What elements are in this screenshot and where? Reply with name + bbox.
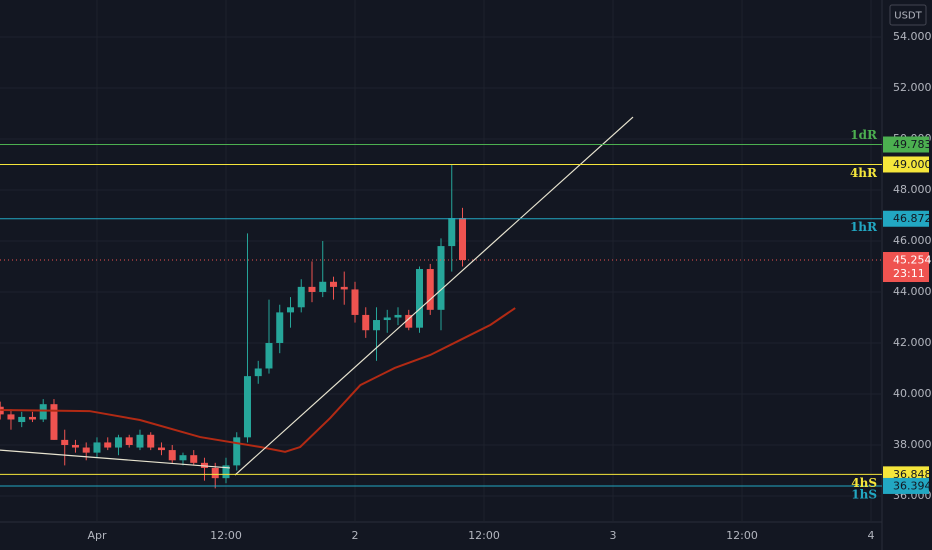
candle-body	[340, 286, 348, 290]
candle-body	[136, 434, 144, 448]
level-price-box	[883, 136, 929, 153]
level-label: 1dR	[850, 128, 878, 142]
candle-body	[329, 281, 337, 287]
x-tick-label: 12:00	[726, 529, 758, 542]
level-price-box	[883, 156, 929, 173]
currency: USDT	[894, 11, 922, 22]
candle-body	[157, 447, 165, 451]
trendline	[234, 116, 634, 476]
level-label: 1hR	[850, 220, 878, 234]
candle-body	[426, 269, 434, 310]
candle-body	[383, 317, 391, 321]
candle-body	[147, 434, 155, 448]
y-tick-label: 52.000	[893, 81, 932, 94]
x-tick-label: 4	[868, 529, 875, 542]
x-tick-label: Apr	[87, 529, 107, 542]
candle-body	[168, 450, 176, 461]
overlay	[0, 116, 882, 487]
candle-body	[104, 442, 112, 448]
x-tick-label: 12:00	[468, 529, 500, 542]
candle-body	[254, 368, 262, 377]
candle-body	[222, 465, 230, 479]
level-label: 1hS	[851, 487, 877, 501]
candle-body	[18, 416, 26, 423]
last-price-box	[883, 252, 929, 283]
level-price-label: 36.848	[893, 468, 932, 481]
candle-body	[190, 455, 198, 463]
candle-body	[319, 281, 327, 292]
y-tick-label: 40.000	[893, 387, 932, 400]
candle-body	[93, 442, 101, 453]
candle-body	[276, 312, 284, 343]
candle-body	[415, 269, 423, 328]
y-tick-label: 42.000	[893, 336, 932, 349]
candle-body	[233, 437, 241, 466]
countdown-label: 23:11	[893, 267, 925, 280]
moving-average	[0, 307, 516, 453]
x-tick-label: 2	[351, 529, 358, 542]
candle-body	[362, 314, 370, 331]
candle-body	[437, 246, 445, 310]
candle-body	[243, 376, 251, 438]
level-price-box	[883, 210, 929, 227]
candle-body	[448, 218, 456, 247]
level-label: 4hS	[851, 476, 877, 490]
level-price-label: 46.872	[893, 212, 932, 225]
candle-body	[114, 437, 122, 448]
candle-body	[7, 414, 15, 420]
level-price-label: 49.783	[893, 138, 932, 151]
candle-body	[459, 218, 467, 261]
x-tick-label: 3	[610, 529, 617, 542]
currency-box	[889, 4, 927, 26]
candle-body	[125, 437, 133, 445]
candle-body	[372, 320, 380, 331]
y-tick-label: 46.000	[893, 234, 932, 247]
grid	[0, 0, 882, 522]
candle-body	[351, 289, 359, 315]
candle-body	[286, 307, 294, 313]
candle-body	[179, 455, 187, 461]
level-price-box	[883, 477, 929, 494]
candle-body	[71, 444, 79, 448]
x-tick-label: 12:00	[210, 529, 242, 542]
level-price-label: 49.000	[893, 158, 932, 171]
y-tick-label: 38.000	[893, 438, 932, 451]
level-label: 4hR	[850, 166, 878, 180]
candle-body	[211, 467, 219, 479]
candle-body	[39, 404, 47, 420]
y-tick-label: 44.000	[893, 285, 932, 298]
marks	[0, 164, 467, 489]
candle-body	[50, 404, 58, 440]
last-price-label: 45.254	[893, 254, 932, 267]
candle-body	[28, 416, 36, 420]
candle-body	[82, 447, 90, 453]
candle-body	[394, 314, 402, 318]
candle-body	[308, 286, 316, 292]
y-tick-label: 54.000	[893, 30, 932, 43]
candle-body	[265, 342, 273, 369]
candle-body	[61, 439, 69, 445]
candle-body	[297, 286, 305, 308]
trendline	[0, 449, 231, 469]
level-price-label: 36.394	[893, 479, 932, 492]
y-tick-label: 48.000	[893, 183, 932, 196]
candle-body	[405, 314, 413, 328]
